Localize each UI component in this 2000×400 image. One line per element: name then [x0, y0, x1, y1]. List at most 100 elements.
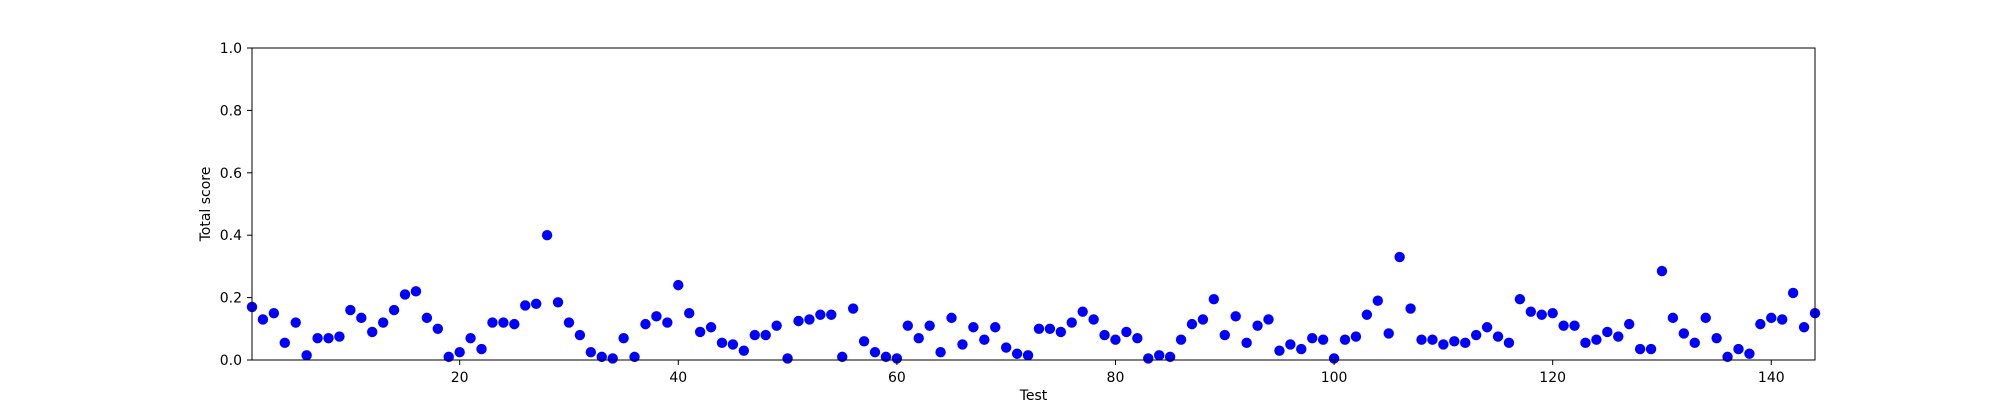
data-point [432, 323, 444, 334]
data-point [1777, 314, 1788, 325]
data-point [684, 308, 695, 319]
data-point [880, 351, 892, 363]
data-point [1328, 353, 1340, 364]
data-point [1230, 311, 1241, 322]
data-point [388, 304, 400, 316]
data-point [1733, 343, 1744, 355]
data-point [1011, 348, 1023, 359]
data-point [1613, 331, 1624, 342]
data-point [1307, 332, 1318, 344]
data-point [399, 289, 411, 300]
data-point [552, 297, 564, 308]
data-point [716, 337, 728, 349]
data-point [1000, 342, 1012, 353]
y-tick-label: 0.8 [220, 103, 242, 119]
data-point [771, 320, 782, 331]
data-point [1022, 350, 1034, 361]
data-point [979, 334, 990, 345]
data-point [367, 326, 378, 338]
data-point [837, 351, 848, 363]
data-point [607, 353, 618, 364]
data-point [279, 337, 290, 349]
data-point [257, 314, 269, 325]
data-point [782, 353, 793, 364]
data-point [869, 347, 881, 358]
data-point [498, 317, 509, 328]
data-point [1405, 303, 1416, 314]
data-point [1481, 322, 1493, 333]
data-point [323, 332, 334, 344]
x-tick-label: 140 [1758, 370, 1785, 386]
data-point [454, 347, 465, 358]
data-point [268, 308, 280, 319]
data-point [1787, 287, 1799, 299]
data-point [1361, 309, 1373, 320]
data-point [749, 329, 760, 341]
data-point [858, 336, 870, 347]
data-point [738, 345, 750, 356]
x-tick-label: 20 [451, 370, 469, 386]
data-point [1132, 332, 1143, 344]
y-tick-label: 1.0 [220, 41, 242, 57]
data-point [1066, 317, 1077, 328]
x-tick-label: 100 [1321, 370, 1348, 386]
data-point [345, 304, 356, 316]
data-point [1055, 326, 1067, 338]
data-point [651, 311, 662, 322]
data-point [1033, 323, 1045, 334]
data-point [618, 332, 629, 344]
data-point [1285, 339, 1296, 350]
data-point [1175, 334, 1187, 345]
data-point [1656, 265, 1668, 277]
plot-frame [251, 47, 1816, 361]
data-point [585, 347, 597, 358]
data-point [1394, 251, 1405, 263]
data-point [847, 303, 859, 314]
data-point [1110, 334, 1121, 345]
data-point [1569, 320, 1580, 331]
data-point [1722, 351, 1733, 363]
x-axis-label: Test [1019, 388, 1048, 400]
data-point [290, 317, 301, 328]
data-point [826, 309, 837, 320]
data-point [1088, 314, 1099, 325]
data-point [410, 286, 422, 297]
data-point [727, 339, 739, 350]
data-point [563, 317, 575, 328]
y-tick-label: 0.6 [220, 166, 242, 182]
data-point [1503, 337, 1515, 349]
data-point [1099, 329, 1110, 341]
data-point [301, 350, 312, 361]
x-tick-label: 60 [888, 370, 906, 386]
data-point [913, 332, 924, 344]
data-point [1547, 308, 1558, 319]
data-point [1263, 314, 1274, 325]
data-point [891, 353, 903, 364]
data-point [760, 329, 771, 341]
data-point [476, 343, 487, 355]
data-point [1645, 343, 1657, 355]
y-tick-label: 0.2 [220, 291, 242, 307]
data-point [1252, 320, 1263, 331]
data-point [1470, 329, 1482, 341]
data-point [1558, 320, 1569, 331]
data-point [1317, 334, 1329, 345]
axis-ticks: 20 40 60 80 100 120 140 0.0 0.2 0.4 0.6 0.8 1.0 [220, 41, 1785, 386]
data-point [1077, 306, 1088, 317]
y-tick-label: 0.0 [220, 353, 242, 369]
data-point [1153, 350, 1165, 361]
data-point [596, 351, 607, 363]
data-point [694, 326, 706, 338]
data-point [1121, 326, 1132, 338]
data-point [1689, 337, 1700, 349]
data-points [246, 230, 1821, 364]
data-point [1755, 318, 1766, 330]
data-point [465, 332, 476, 344]
data-point [1416, 334, 1427, 345]
data-point [421, 312, 433, 324]
data-point [1623, 318, 1635, 330]
data-point [530, 298, 542, 310]
data-point [1449, 336, 1460, 347]
data-point [1766, 312, 1777, 324]
